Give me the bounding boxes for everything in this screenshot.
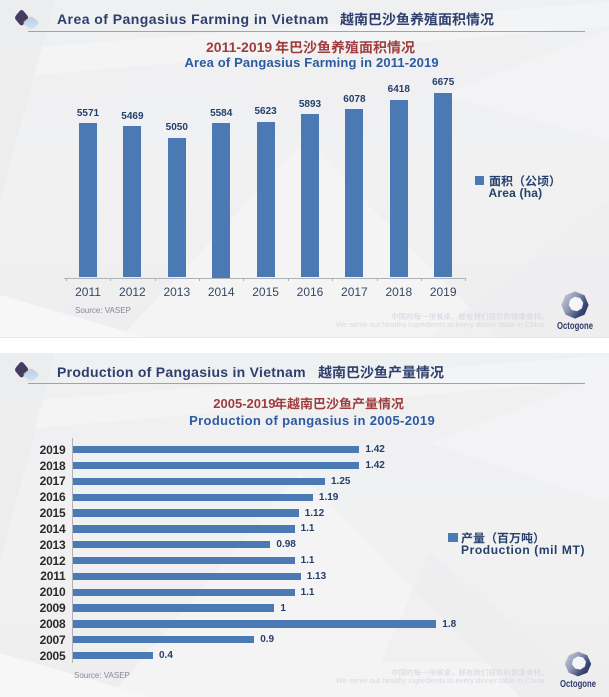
svg-text:Octogone: Octogone [560,679,596,689]
svg-text:Octogone: Octogone [557,321,593,331]
